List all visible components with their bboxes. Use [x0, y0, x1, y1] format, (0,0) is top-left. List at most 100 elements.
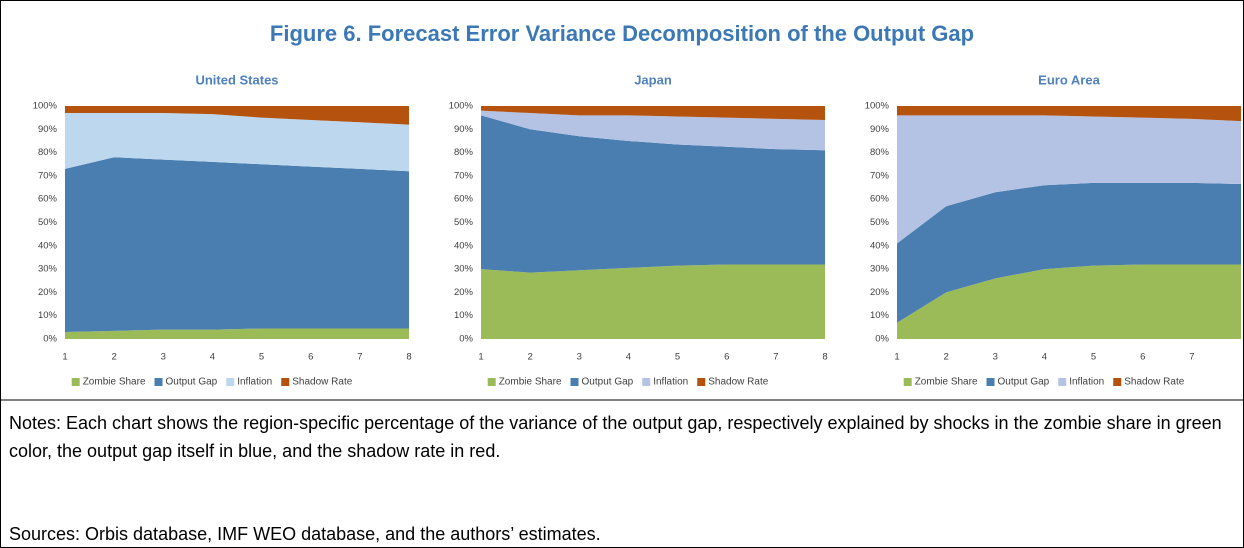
y-tick-label: 20% [454, 287, 474, 298]
area [897, 264, 1241, 339]
x-tick-label: 3 [577, 352, 582, 363]
area [481, 106, 825, 120]
y-tick-label: 60% [454, 194, 474, 205]
x-tick-label: 1 [478, 352, 483, 363]
legend-swatch [986, 378, 995, 386]
area [897, 182, 1241, 323]
legend-label: Output Gap [998, 377, 1050, 388]
y-tick-label: 10% [454, 310, 474, 321]
legend-swatch [697, 378, 706, 386]
y-tick-label: 100% [33, 101, 58, 112]
y-tick-label: 70% [38, 170, 58, 181]
y-tick-label: 100% [449, 101, 474, 112]
y-tick-label: 10% [38, 310, 58, 321]
legend: Zombie Share Output Gap Inflation Shadow Ra… [903, 377, 1185, 388]
area [897, 115, 1241, 244]
y-tick-label: 0% [459, 334, 473, 345]
y-tick-label: 70% [454, 170, 474, 181]
area [65, 328, 409, 339]
x-tick-label: 4 [626, 352, 631, 363]
x-tick-label: 5 [1091, 352, 1096, 363]
y-tick-label: 40% [454, 240, 474, 251]
legend-swatch [570, 378, 579, 386]
legend-label: Shadow Rate [292, 377, 352, 388]
x-tick-label: 7 [773, 352, 778, 363]
legend-label: Inflation [237, 377, 272, 388]
y-tick-label: 50% [38, 217, 58, 228]
x-tick-label: 6 [308, 352, 313, 363]
y-tick-label: 60% [38, 194, 58, 205]
area [65, 157, 409, 333]
x-tick-label: 4 [1042, 352, 1047, 363]
x-tick-label: 2 [943, 352, 948, 363]
sources: Sources: Orbis database, IMF WEO databas… [9, 524, 601, 544]
area [481, 264, 825, 339]
y-tick-label: 40% [870, 240, 890, 251]
chart-title: Euro Area [1038, 72, 1100, 87]
figure-title: Figure 6. Forecast Error Variance Decomp… [270, 21, 974, 46]
y-tick-label: 10% [870, 310, 890, 321]
x-tick-label: 8 [822, 352, 827, 363]
area [65, 106, 409, 125]
y-tick-label: 0% [875, 334, 889, 345]
legend-label: Output Gap [582, 377, 634, 388]
legend-swatch [1113, 378, 1122, 386]
y-tick-label: 80% [870, 147, 890, 158]
y-tick-label: 20% [870, 287, 890, 298]
y-tick-label: 30% [454, 264, 474, 275]
legend-label: Shadow Rate [708, 377, 768, 388]
chart-title: Japan [634, 72, 672, 87]
legend-label: Shadow Rate [1124, 377, 1184, 388]
legend: Zombie Share Output Gap Inflation Shadow Ra… [487, 377, 769, 388]
x-tick-label: 1 [62, 352, 67, 363]
y-tick-label: 100% [865, 101, 890, 112]
legend-swatch [154, 378, 163, 386]
legend-swatch [642, 378, 651, 386]
legend-swatch [226, 378, 235, 386]
x-tick-label: 1 [894, 352, 899, 363]
x-tick-label: 7 [1189, 352, 1194, 363]
x-tick-label: 4 [210, 352, 215, 363]
legend-swatch [281, 378, 290, 386]
y-tick-label: 80% [38, 147, 58, 158]
x-tick-label: 2 [111, 352, 116, 363]
legend-label: Zombie Share [915, 377, 978, 388]
y-tick-label: 30% [38, 264, 58, 275]
legend-label: Inflation [653, 377, 688, 388]
area [481, 115, 825, 273]
legend-label: Inflation [1069, 377, 1104, 388]
x-tick-label: 5 [675, 352, 680, 363]
x-tick-label: 8 [406, 352, 411, 363]
legend-label: Zombie Share [499, 377, 562, 388]
legend-swatch [1058, 378, 1067, 386]
x-tick-label: 6 [724, 352, 729, 363]
legend-swatch [903, 378, 912, 386]
y-tick-label: 20% [38, 287, 58, 298]
y-tick-label: 0% [43, 334, 57, 345]
charts: Figure 6. Forecast Error Variance Decomp… [1, 21, 1243, 401]
notes: Notes: Each chart shows the region-speci… [9, 413, 1222, 461]
y-tick-label: 50% [454, 217, 474, 228]
x-tick-label: 5 [259, 352, 264, 363]
y-tick-label: 90% [38, 124, 58, 135]
x-tick-label: 2 [527, 352, 532, 363]
legend-swatch [487, 378, 496, 386]
y-tick-label: 30% [870, 264, 890, 275]
x-tick-label: 3 [161, 352, 166, 363]
y-tick-label: 90% [870, 124, 890, 135]
x-tick-label: 6 [1140, 352, 1145, 363]
y-tick-label: 70% [870, 170, 890, 181]
y-tick-label: 50% [870, 217, 890, 228]
area [481, 110, 825, 151]
y-tick-label: 60% [870, 194, 890, 205]
legend-label: Output Gap [166, 377, 218, 388]
legend-label: Zombie Share [83, 377, 146, 388]
legend: Zombie Share Output Gap Inflation Shadow Ra… [71, 377, 353, 388]
chart-title: United States [195, 72, 278, 87]
y-tick-label: 40% [38, 240, 58, 251]
y-tick-label: 80% [454, 147, 474, 158]
y-tick-label: 90% [454, 124, 474, 135]
area [65, 112, 409, 172]
legend-swatch [71, 378, 80, 386]
